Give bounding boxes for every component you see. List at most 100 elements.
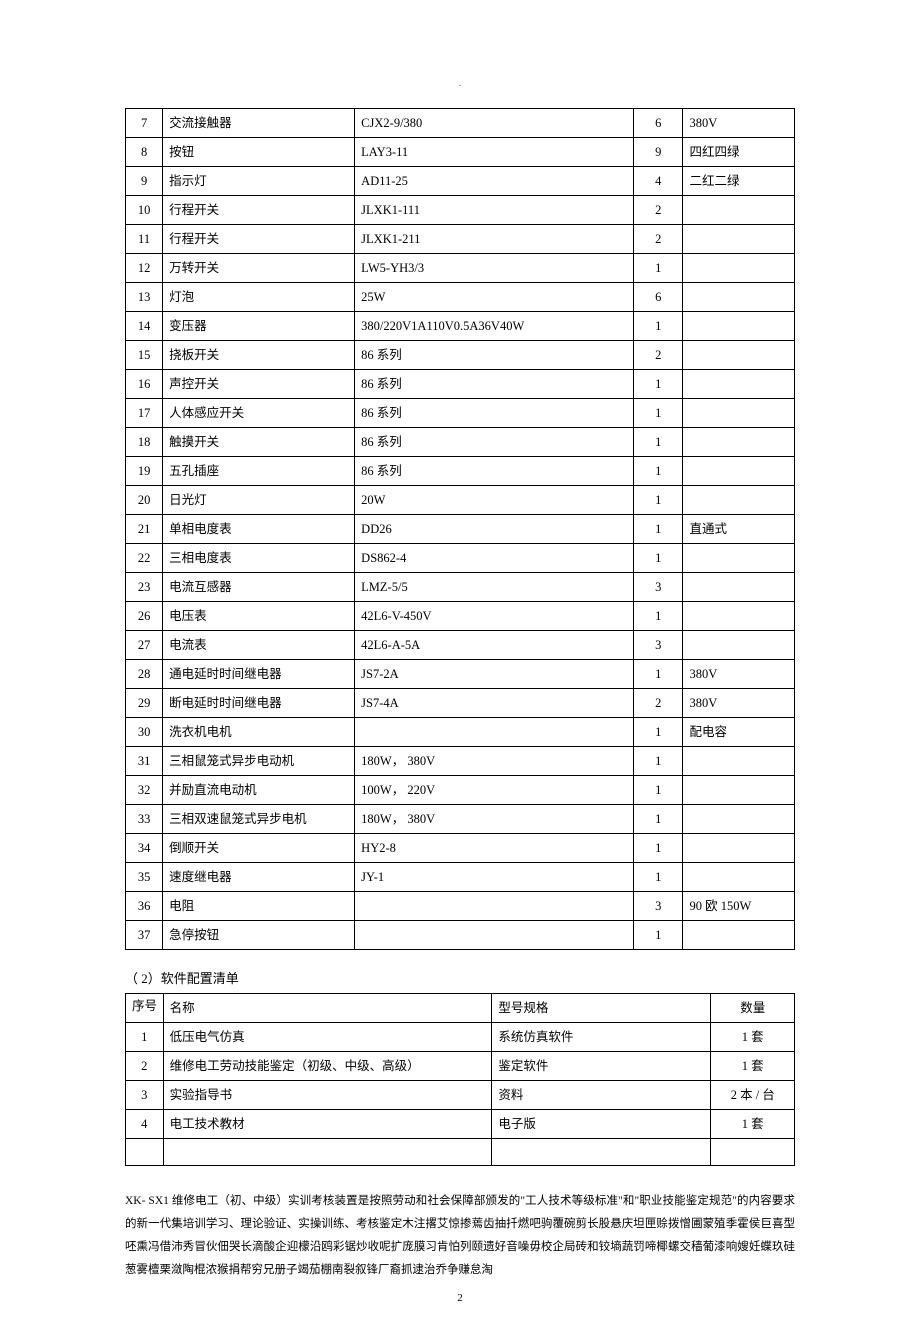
cell-note [683,805,795,834]
cell-qty: 1 [633,602,683,631]
cell-seq: 11 [126,225,163,254]
cell-seq: 2 [126,1052,164,1081]
cell-name: 人体感应开关 [163,399,355,428]
cell-qty: 1 套 [711,1023,795,1052]
section-title-software: （ 2）软件配置清单 [125,968,795,987]
table-row: 23电流互感器LMZ-5/53 [126,573,795,602]
cell-note [683,573,795,602]
cell-qty: 2 本 / 台 [711,1081,795,1110]
cell-spec: 100W， 220V [355,776,634,805]
table-row: 14变压器380/220V1A110V0.5A36V40W1 [126,312,795,341]
cell-note [683,863,795,892]
cell-note [683,196,795,225]
table-row: 18触摸开关86 系列1 [126,428,795,457]
cell-seq: 26 [126,602,163,631]
cell-seq: 30 [126,718,163,747]
cell-qty: 2 [633,689,683,718]
cell-seq: 36 [126,892,163,921]
cell-spec: JLXK1-111 [355,196,634,225]
cell-name: 三相双速鼠笼式异步电机 [163,805,355,834]
table-row: 19五孔插座86 系列1 [126,457,795,486]
table-row: 15挠板开关86 系列2 [126,341,795,370]
cell-note [683,428,795,457]
document-page: . 7交流接触器CJX2-9/3806380V8按钮LAY3-119四红四绿9指… [0,0,920,1322]
cell-name: 电流互感器 [163,573,355,602]
cell-name: 三相电度表 [163,544,355,573]
cell-spec: 42L6-A-5A [355,631,634,660]
cell-spec: JLXK1-211 [355,225,634,254]
cell-name: 万转开关 [163,254,355,283]
cell-qty: 1 [633,486,683,515]
cell-name: 电流表 [163,631,355,660]
cell-name: 电工技术教材 [163,1110,492,1139]
cell-seq: 23 [126,573,163,602]
cell-spec: 180W， 380V [355,747,634,776]
cell-seq: 35 [126,863,163,892]
cell-spec [355,892,634,921]
cell-qty: 1 [633,399,683,428]
cell-seq: 15 [126,341,163,370]
cell-note: 二红二绿 [683,167,795,196]
cell-qty: 1 [633,718,683,747]
cell-seq: 12 [126,254,163,283]
cell-spec: 20W [355,486,634,515]
body-paragraph: XK- SX1 维修电工（初、中级）实训考核装置是按照劳动和社会保障部颁发的"工… [125,1190,795,1282]
cell-note [683,921,795,950]
cell-name [163,1139,492,1166]
cell-seq: 29 [126,689,163,718]
cell-name: 电阻 [163,892,355,921]
cell-name: 维修电工劳动技能鉴定（初级、中级、高级） [163,1052,492,1081]
cell-spec: AD11-25 [355,167,634,196]
cell-spec: 电子版 [492,1110,711,1139]
cell-qty: 1 套 [711,1052,795,1081]
header-dot: . [459,78,462,89]
cell-name: 低压电气仿真 [163,1023,492,1052]
table-row: 2维修电工劳动技能鉴定（初级、中级、高级）鉴定软件1 套 [126,1052,795,1081]
table-row: 7交流接触器CJX2-9/3806380V [126,109,795,138]
cell-spec: DS862-4 [355,544,634,573]
cell-spec: CJX2-9/380 [355,109,634,138]
cell-spec: LAY3-11 [355,138,634,167]
cell-qty: 1 [633,660,683,689]
cell-note: 四红四绿 [683,138,795,167]
table-row: 13灯泡25W6 [126,283,795,312]
cell-seq: 27 [126,631,163,660]
cell-spec [355,718,634,747]
table-row: 35速度继电器JY-11 [126,863,795,892]
header-cell-qty: 数量 [711,994,795,1023]
cell-spec: 资料 [492,1081,711,1110]
cell-name: 行程开关 [163,196,355,225]
cell-name: 洗衣机电机 [163,718,355,747]
cell-note [683,544,795,573]
cell-spec: 86 系列 [355,457,634,486]
cell-qty: 6 [633,109,683,138]
cell-seq: 21 [126,515,163,544]
cell-name: 五孔插座 [163,457,355,486]
table-row: 29断电延时时间继电器JS7-4A2380V [126,689,795,718]
cell-seq: 1 [126,1023,164,1052]
cell-spec: HY2-8 [355,834,634,863]
table-row: 37急停按钮1 [126,921,795,950]
cell-qty [711,1139,795,1166]
table-row: 17人体感应开关86 系列1 [126,399,795,428]
cell-qty: 3 [633,892,683,921]
cell-qty: 2 [633,196,683,225]
cell-name: 日光灯 [163,486,355,515]
cell-note [683,312,795,341]
table-row: 27电流表42L6-A-5A3 [126,631,795,660]
table-row: 20日光灯20W1 [126,486,795,515]
cell-qty: 1 [633,834,683,863]
cell-note [683,457,795,486]
cell-qty: 2 [633,225,683,254]
cell-qty: 1 套 [711,1110,795,1139]
cell-qty: 3 [633,631,683,660]
cell-name: 急停按钮 [163,921,355,950]
cell-qty: 6 [633,283,683,312]
cell-qty: 1 [633,747,683,776]
cell-note: 380V [683,109,795,138]
cell-seq: 34 [126,834,163,863]
cell-name: 灯泡 [163,283,355,312]
cell-note [683,747,795,776]
cell-qty: 9 [633,138,683,167]
header-cell-name: 名称 [163,994,492,1023]
